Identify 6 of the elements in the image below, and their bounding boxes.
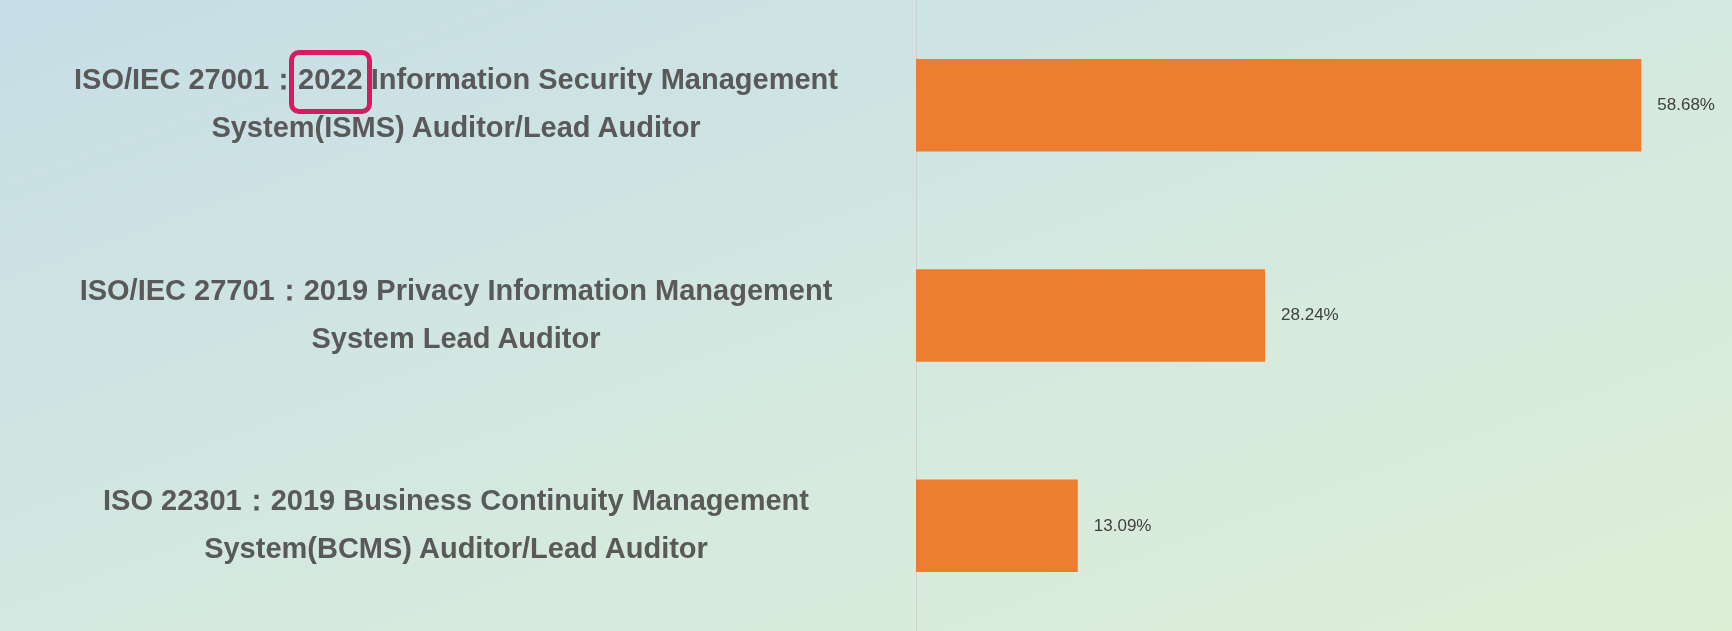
data-label: 13.09% xyxy=(1093,515,1152,535)
y-tick-label: ISO/IEC 27001：2022 Information Security Management System(ISMS) Auditor/Lead Auditor xyxy=(74,63,839,144)
data-label: 58.68% xyxy=(1657,94,1716,114)
y-tick-label: ISO/IEC 27701：2019 Privacy Information Management System Lead Auditor xyxy=(79,273,833,354)
data-label: 28.24% xyxy=(1281,305,1339,325)
y-tick-label: ISO 22301：2019 Business Continuity Management System(BCMS) Auditor/Lead Auditor xyxy=(103,483,810,564)
